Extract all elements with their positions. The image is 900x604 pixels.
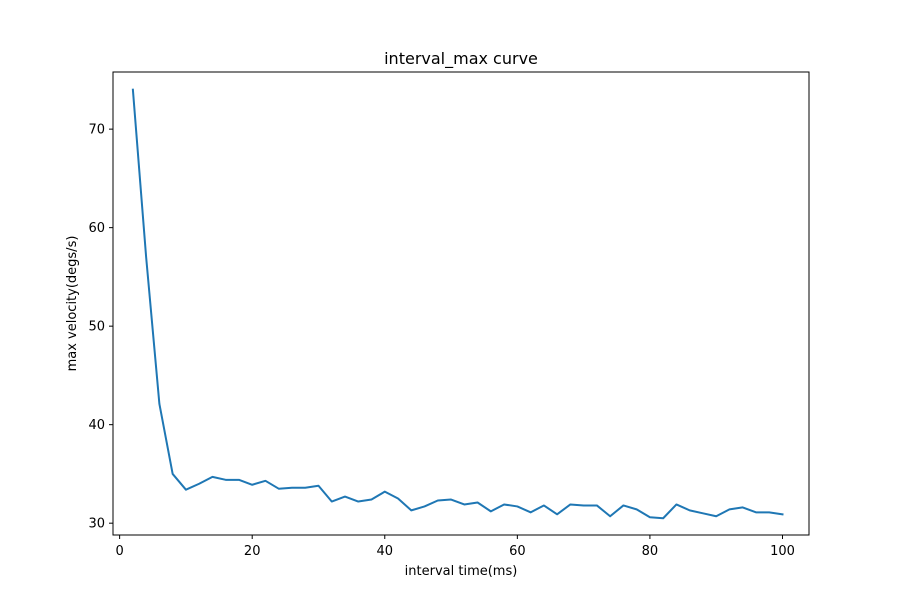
y-axis-ticks: 30 40 50 60 70 [88,123,113,532]
x-tick-label: 80 [642,544,659,559]
x-tick-label: 20 [244,544,261,559]
series-line [131,88,784,520]
x-axis-label: interval time(ms) [405,564,518,579]
x-axis-ticks: 0 20 40 60 80 100 [115,535,795,559]
y-tick-label: 40 [88,418,105,433]
chart-title: interval_max curve [384,49,538,69]
y-axis-label: max velocity(degs/s) [65,236,80,372]
x-tick-label: 40 [376,544,393,559]
y-tick-label: 60 [88,221,105,236]
y-tick-label: 70 [88,123,105,138]
x-tick-label: 60 [509,544,526,559]
x-tick-label: 0 [115,544,123,559]
y-tick-label: 30 [88,517,105,532]
plot-series [131,88,784,520]
plot-frame [112,71,810,536]
x-tick-label: 100 [770,544,795,559]
y-tick-label: 50 [88,320,105,335]
